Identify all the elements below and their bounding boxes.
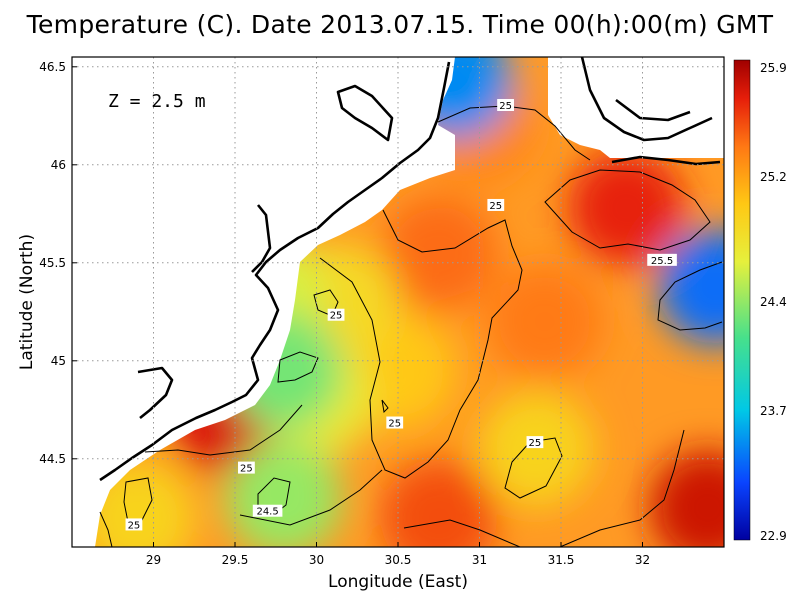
depth-annotation: Z = 2.5 m xyxy=(108,91,206,112)
x-tick-label: 32 xyxy=(635,553,650,567)
contour-label-bg xyxy=(252,504,283,517)
x-axis-ticks: 29 29.5 30 30.5 31 31.5 32 xyxy=(146,542,650,567)
contour-label-bg xyxy=(526,436,544,449)
contour-label-bg xyxy=(497,99,514,111)
contour-lines xyxy=(99,105,723,547)
y-tick-label: 45.5 xyxy=(39,256,66,270)
contour-label: 25 xyxy=(499,101,512,112)
x-axis-label: Longitude (East) xyxy=(328,572,468,592)
contour-label: 25 xyxy=(330,311,343,322)
y-axis-ticks: 44.5 45 45.5 46 46.5 xyxy=(39,60,77,466)
x-tick-label: 30.5 xyxy=(385,553,412,567)
colorbar-tick-label: 25.2 xyxy=(760,170,787,184)
contour-label-bg xyxy=(386,416,404,429)
temperature-blob xyxy=(649,449,724,547)
colorbar-tick-label: 25.9 xyxy=(760,61,787,75)
grid xyxy=(72,57,724,547)
temperature-blob xyxy=(380,459,497,547)
contour-label-bg xyxy=(238,461,255,474)
temperature-blob xyxy=(657,228,724,345)
chart-title: Temperature (C). Date 2013.07.15. Time 0… xyxy=(26,10,774,39)
contour-label-bg xyxy=(125,518,143,531)
contour-labels: 25 25 25.5 25 25 25 25 24.5 25 xyxy=(125,99,677,531)
contour-label: 25 xyxy=(388,419,401,430)
x-tick-label: 31 xyxy=(472,553,487,567)
y-tick-label: 46.5 xyxy=(39,60,66,74)
colorbar-tick-label: 24.4 xyxy=(760,295,787,309)
temperature-blob xyxy=(225,440,342,547)
colorbar-tick-label: 22.9 xyxy=(760,529,787,543)
contour-label: 25 xyxy=(128,520,141,531)
y-axis-label: Latitude (North) xyxy=(17,234,37,370)
colorbar-ticks: 25.9 25.2 24.4 23.7 22.9 xyxy=(760,61,787,543)
contour-label: 25 xyxy=(240,464,253,475)
contour-label: 25 xyxy=(529,438,542,449)
x-tick-label: 29 xyxy=(146,553,161,567)
contour-label-bg xyxy=(487,198,505,211)
temperature-blob xyxy=(486,263,603,380)
temperature-blob xyxy=(380,195,497,311)
y-tick-label: 45 xyxy=(51,354,66,368)
land-mask xyxy=(72,57,455,547)
contour-label: 25.5 xyxy=(651,256,673,267)
x-tick-label: 30 xyxy=(309,553,324,567)
y-tick-label: 44.5 xyxy=(39,452,66,466)
contour-label-bg xyxy=(327,308,345,321)
contour-label: 25 xyxy=(489,201,502,212)
y-tick-label: 46 xyxy=(51,158,66,172)
contour-label-bg xyxy=(647,253,677,266)
coastline xyxy=(99,57,721,482)
contour-label: 24.5 xyxy=(256,507,278,518)
temperature-blob xyxy=(568,149,685,266)
x-tick-label: 29.5 xyxy=(222,553,249,567)
colorbar xyxy=(733,59,751,541)
colorbar-tick-label: 23.7 xyxy=(760,404,787,418)
x-tick-label: 31.5 xyxy=(548,553,575,567)
